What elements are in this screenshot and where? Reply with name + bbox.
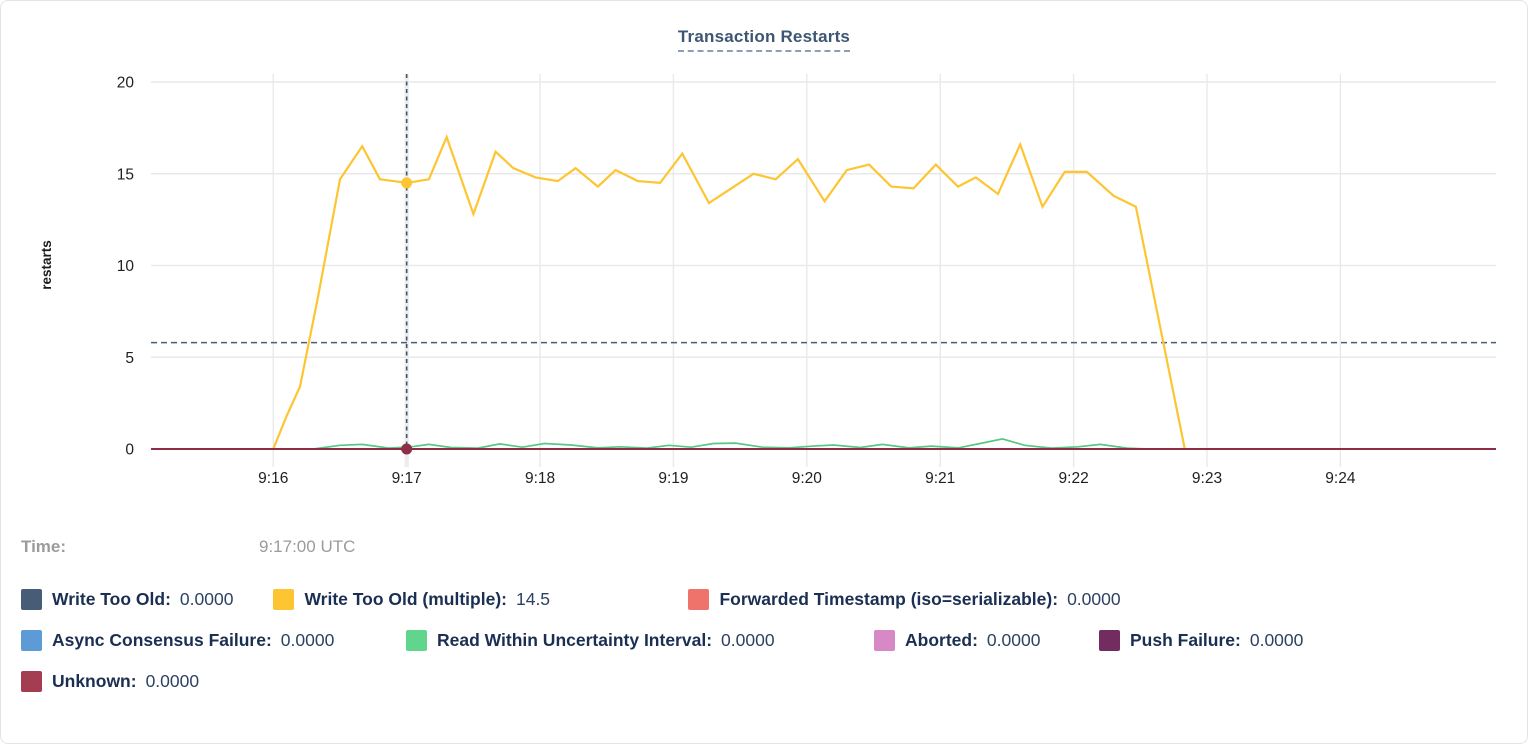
x-tick-label: 9:17 — [392, 470, 422, 487]
legend-value: 0.0000 — [145, 671, 200, 691]
y-tick-label: 10 — [117, 258, 135, 275]
legend-swatch — [874, 630, 895, 651]
x-tick-label: 9:21 — [925, 470, 955, 487]
legend-row: Write Too Old: 0.0000 Write Too Old (multi… — [21, 589, 1507, 610]
legend-value: 0.0000 — [1067, 589, 1121, 609]
legend-swatch — [688, 589, 710, 610]
x-tick-label: 9:18 — [525, 470, 555, 487]
legend-value: 14.5 — [515, 589, 551, 609]
crosshair-point — [401, 177, 413, 189]
legend-swatch — [406, 630, 427, 651]
y-axis-label: restarts — [39, 240, 54, 290]
legend-item: Push Failure: 0.0000 — [1099, 630, 1343, 651]
hover-time-value: 9:17:00 UTC — [259, 537, 356, 556]
legend-value: 0.0000 — [280, 630, 335, 650]
x-tick-label: 9:23 — [1192, 470, 1222, 487]
x-tick-label: 9:22 — [1059, 470, 1089, 487]
legend-value: 0.0000 — [179, 589, 234, 609]
legend-label: Async Consensus Failure: — [52, 630, 272, 650]
legend-swatch — [21, 630, 42, 651]
y-tick-label: 5 — [125, 350, 134, 367]
legend-item: Aborted: 0.0000 — [874, 630, 1099, 651]
legend-value: 0.0000 — [1249, 630, 1304, 650]
legend-label: Aborted: — [905, 630, 978, 650]
legend-value: 0.0000 — [986, 630, 1041, 650]
legend-swatch — [21, 589, 42, 610]
legend-label: Write Too Old (multiple): — [304, 589, 507, 609]
chart-title-row: Transaction Restarts — [1, 27, 1527, 52]
legend-item: Forwarded Timestamp (iso=serializable): 0… — [688, 589, 1160, 610]
legend-label: Push Failure: — [1130, 630, 1241, 650]
legend-item: Read Within Uncertainty Interval: 0.0000 — [406, 630, 874, 651]
legend-item: Unknown: 0.0000 — [21, 671, 239, 692]
x-tick-label: 9:24 — [1325, 470, 1356, 487]
legend-item: Write Too Old: 0.0000 — [21, 589, 273, 610]
legend-item: Async Consensus Failure: 0.0000 — [21, 630, 406, 651]
x-tick-label: 9:20 — [792, 470, 823, 487]
y-tick-label: 15 — [117, 166, 134, 183]
chart-title[interactable]: Transaction Restarts — [677, 27, 851, 52]
x-tick-label: 9:16 — [258, 470, 288, 487]
legend-label: Unknown: — [52, 671, 137, 691]
transaction-restarts-chart[interactable]: 9:16 9:17 9:18 9:19 9:20 9:21 9:22 9:23 9:24 0 5 10… — [1, 59, 1528, 504]
legend-swatch — [1099, 630, 1120, 651]
series-line-read-within-uncertainty-interval — [313, 438, 1150, 450]
legend-value: 0.0000 — [721, 630, 775, 650]
x-tick-label: 9:19 — [658, 470, 688, 487]
legend-row: Async Consensus Failure: 0.0000 Read Withi… — [21, 630, 1507, 651]
y-tick-label: 20 — [117, 75, 135, 92]
legend-label: Read Within Uncertainty Interval: — [437, 630, 713, 650]
crosshair-point — [401, 443, 413, 455]
legend-swatch — [273, 589, 295, 610]
legend-item: Write Too Old (multiple): 14.5 — [273, 589, 688, 610]
legend-label: Write Too Old: — [52, 589, 171, 609]
legend-swatch — [21, 671, 42, 692]
legend-row: Unknown: 0.0000 — [21, 671, 1507, 692]
legend-label: Forwarded Timestamp (iso=serializable): — [719, 589, 1059, 609]
y-tick-label: 0 — [125, 442, 134, 459]
legend: Write Too Old: 0.0000 Write Too Old (multi… — [21, 589, 1507, 692]
hover-time-label: Time: — [21, 537, 67, 556]
